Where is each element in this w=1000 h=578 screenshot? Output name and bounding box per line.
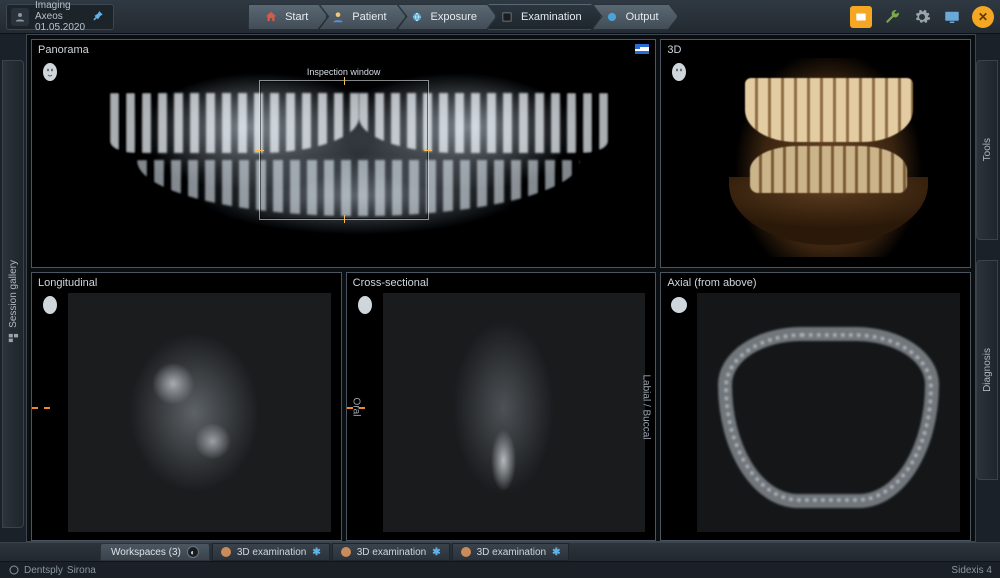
panel-cross-sectional[interactable]: Cross-sectional Oral Labial / Buccal bbox=[346, 272, 657, 541]
longitudinal-image bbox=[68, 293, 331, 532]
panel-axial[interactable]: Axial (from above) bbox=[660, 272, 971, 541]
orientation-head-icon bbox=[667, 293, 691, 317]
workspace-tab[interactable]: 3D examination ✱ bbox=[212, 543, 330, 561]
inspection-label: Inspection window bbox=[307, 67, 381, 77]
patient-avatar-icon bbox=[11, 8, 29, 26]
tab-output-label: Output bbox=[626, 11, 659, 23]
inspection-window[interactable]: Inspection window bbox=[259, 80, 429, 220]
main-viewport: Panorama Inspection window 3D Longitudin… bbox=[26, 34, 976, 542]
status-bar: Dentsply Sirona Sidexis 4 bbox=[0, 562, 1000, 578]
panel-3d[interactable]: 3D bbox=[660, 39, 971, 268]
close-tab-icon[interactable]: ✱ bbox=[552, 547, 560, 558]
workspace-thumb-icon bbox=[221, 547, 231, 557]
tab-start-label: Start bbox=[285, 11, 308, 23]
workspace-tab-label: 3D examination bbox=[237, 547, 306, 558]
tab-patient-label: Patient bbox=[352, 11, 386, 23]
brand-logo-icon bbox=[8, 564, 20, 576]
tab-output[interactable]: Output bbox=[593, 4, 678, 30]
longitudinal-title: Longitudinal bbox=[38, 277, 97, 289]
tab-start[interactable]: Start bbox=[248, 4, 327, 30]
session-gallery-rail[interactable]: Session gallery bbox=[2, 60, 24, 528]
workspace-thumb-icon bbox=[461, 547, 471, 557]
nav-tabs: Start Patient Exposure Examination Outpu… bbox=[248, 0, 670, 33]
workspace-thumb-icon bbox=[341, 547, 351, 557]
slice-indicator bbox=[347, 407, 365, 409]
cross-title: Cross-sectional bbox=[353, 277, 429, 289]
close-button[interactable]: ✕ bbox=[972, 6, 994, 28]
top-bar: Imaging Axeos 01.05.2020 Start Patient E… bbox=[0, 0, 1000, 34]
patient-line2: Axeos bbox=[35, 11, 63, 22]
patient-line1: Imaging bbox=[35, 0, 85, 11]
app-name: Sidexis 4 bbox=[951, 565, 992, 576]
tab-patient[interactable]: Patient bbox=[319, 4, 405, 30]
workspace-row: Workspaces (3) ◐ 3D examination ✱ 3D exa… bbox=[0, 542, 1000, 562]
monitor-icon[interactable] bbox=[942, 7, 962, 27]
panorama-title: Panorama bbox=[38, 44, 89, 56]
workspace-tab-label: 3D examination bbox=[477, 547, 546, 558]
slice-indicator bbox=[32, 407, 50, 409]
cross-image bbox=[383, 293, 646, 532]
workspaces-header[interactable]: Workspaces (3) ◐ bbox=[100, 543, 210, 561]
square-icon bbox=[499, 9, 515, 25]
tools-rail[interactable]: Tools bbox=[976, 60, 998, 240]
close-tab-icon[interactable]: ✱ bbox=[432, 547, 440, 558]
tab-exposure[interactable]: Exposure bbox=[398, 4, 496, 30]
workspace-tab-label: 3D examination bbox=[357, 547, 426, 558]
axial-title: Axial (from above) bbox=[667, 277, 756, 289]
3d-title: 3D bbox=[667, 44, 681, 56]
person-icon bbox=[330, 9, 346, 25]
workspaces-header-label: Workspaces (3) bbox=[111, 547, 181, 558]
brand: Dentsply bbox=[8, 564, 63, 576]
collapse-icon: ◐ bbox=[187, 546, 199, 558]
globe-icon bbox=[604, 9, 620, 25]
tab-examination-label: Examination bbox=[521, 11, 582, 23]
orientation-head-icon bbox=[667, 60, 691, 84]
card-icon[interactable] bbox=[850, 6, 872, 28]
panel-longitudinal[interactable]: Longitudinal bbox=[31, 272, 342, 541]
gallery-icon bbox=[7, 331, 21, 345]
diagnosis-label: Diagnosis bbox=[982, 348, 993, 392]
3d-render bbox=[697, 58, 960, 257]
globe-icon bbox=[409, 9, 425, 25]
close-tab-icon[interactable]: ✱ bbox=[312, 547, 320, 558]
gear-icon[interactable] bbox=[912, 7, 932, 27]
panel-panorama[interactable]: Panorama Inspection window bbox=[31, 39, 656, 268]
home-icon bbox=[263, 9, 279, 25]
wrench-icon[interactable] bbox=[882, 7, 902, 27]
brand-sub: Sirona bbox=[67, 565, 96, 576]
orientation-head-icon bbox=[38, 60, 62, 84]
patient-date: 01.05.2020 bbox=[35, 22, 85, 33]
patient-chip[interactable]: Imaging Axeos 01.05.2020 bbox=[6, 4, 114, 30]
pin-icon[interactable] bbox=[91, 10, 105, 24]
axial-image bbox=[697, 293, 960, 532]
tab-exposure-label: Exposure bbox=[431, 11, 477, 23]
orientation-head-icon bbox=[353, 293, 377, 317]
flag-icon bbox=[635, 44, 649, 54]
workspace-tab[interactable]: 3D examination ✱ bbox=[452, 543, 570, 561]
patient-info: Imaging Axeos 01.05.2020 bbox=[35, 0, 85, 33]
tools-label: Tools bbox=[982, 138, 993, 161]
workspace-tab[interactable]: 3D examination ✱ bbox=[332, 543, 450, 561]
topbar-right: ✕ bbox=[850, 6, 994, 28]
labial-label: Labial / Buccal bbox=[640, 374, 651, 439]
tab-examination[interactable]: Examination bbox=[488, 4, 601, 30]
orientation-head-icon bbox=[38, 293, 62, 317]
bottom-bar: Workspaces (3) ◐ 3D examination ✱ 3D exa… bbox=[0, 542, 1000, 578]
session-gallery-label: Session gallery bbox=[8, 260, 19, 328]
diagnosis-rail[interactable]: Diagnosis bbox=[976, 260, 998, 480]
